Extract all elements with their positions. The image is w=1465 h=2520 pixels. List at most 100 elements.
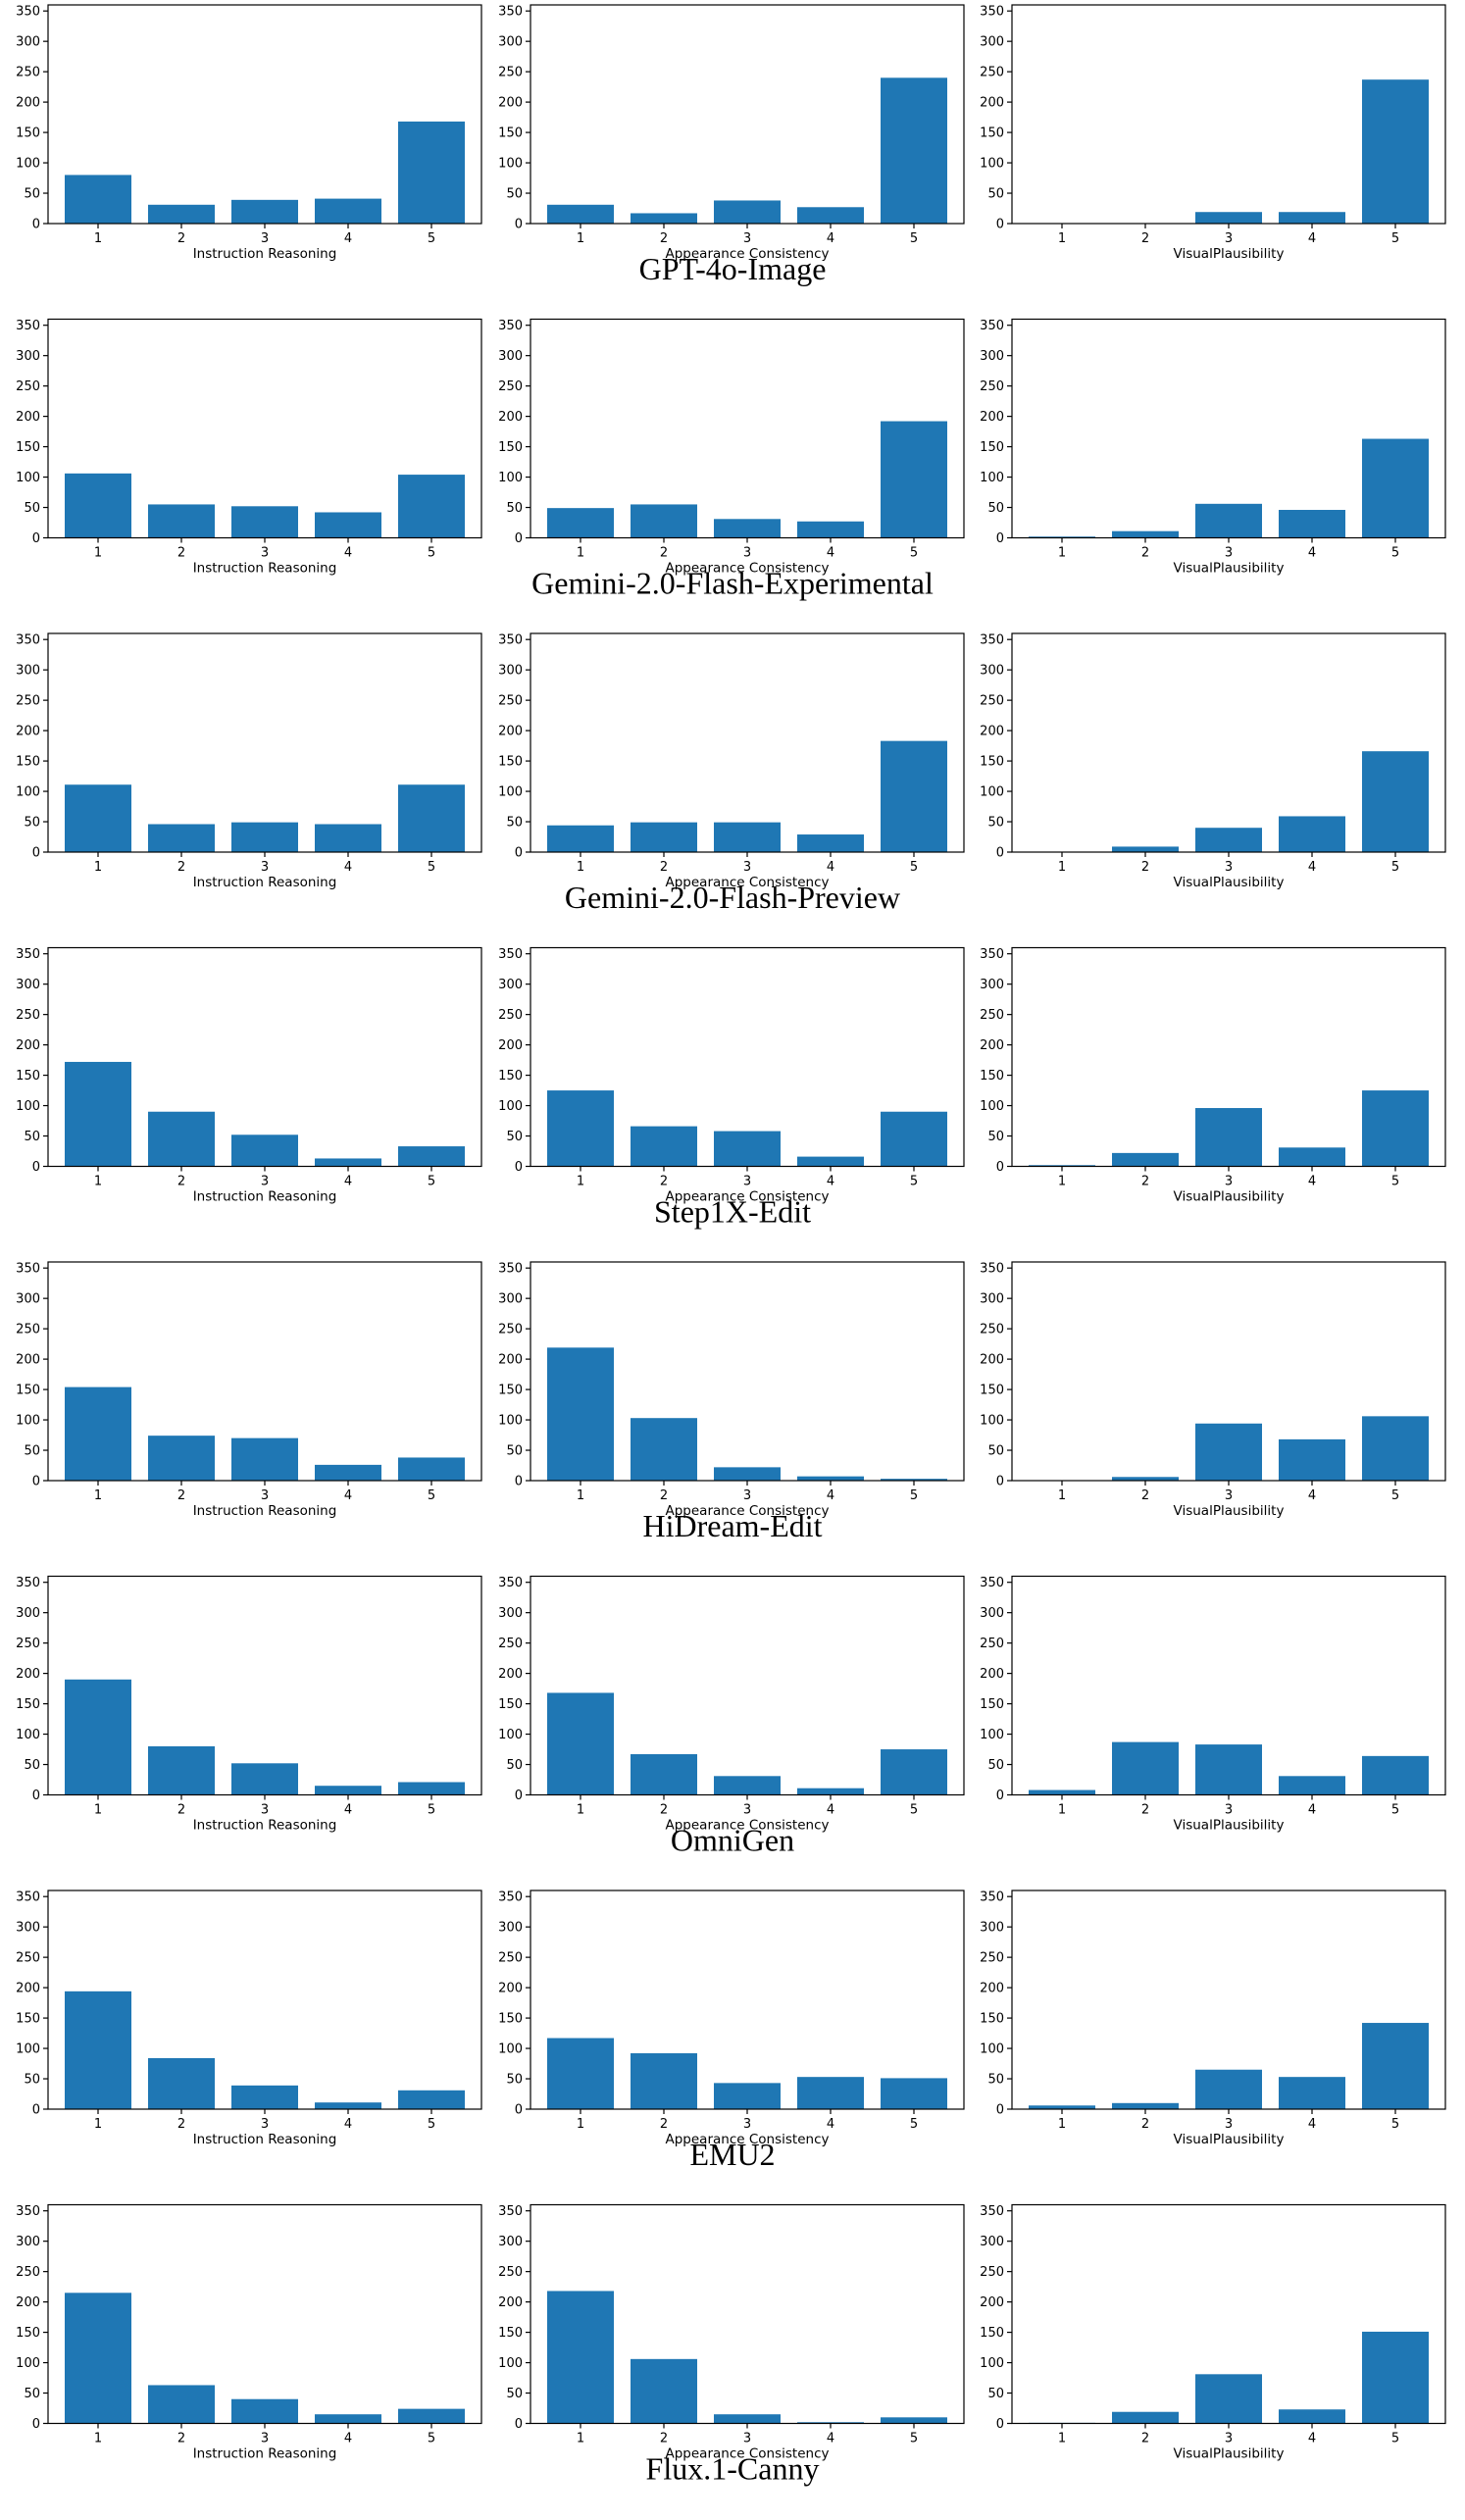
- y-tick-label: 100: [498, 1099, 523, 1114]
- y-tick-label: 100: [16, 2042, 40, 2057]
- y-tick-label: 150: [498, 1069, 523, 1084]
- y-tick-label: 50: [506, 1444, 523, 1459]
- bar-5: [398, 121, 465, 224]
- x-axis-label: Appearance Consistency: [666, 1189, 830, 1205]
- y-tick-label: 100: [980, 2042, 1004, 2057]
- bar-2: [631, 1418, 697, 1481]
- x-tick-label: 1: [94, 2432, 102, 2446]
- y-tick-label: 200: [16, 1353, 40, 1368]
- y-tick-label: 150: [980, 126, 1004, 141]
- bar-1: [547, 508, 614, 538]
- y-tick-label: 200: [16, 725, 40, 739]
- bar-2: [631, 213, 697, 224]
- x-tick-label: 3: [261, 2117, 269, 2132]
- x-tick-label: 4: [1308, 1803, 1316, 1818]
- panel-7-2: 0 50 100 150 200 250 300 350 1 2 3 4 5 VisualPlausibi…: [980, 2203, 1446, 2462]
- bar-5: [1362, 2023, 1429, 2109]
- x-axis-label: Instruction Reasoning: [193, 2446, 337, 2462]
- y-tick-label: 350: [980, 947, 1004, 962]
- model-title: Gemini-2.0-Flash-Experimental: [531, 566, 934, 601]
- y-tick-label: 200: [980, 1353, 1004, 1368]
- y-tick-label: 100: [16, 1099, 40, 1114]
- bar-3: [231, 2085, 298, 2109]
- y-tick-label: 0: [996, 1789, 1004, 1803]
- y-tick-label: 350: [16, 1262, 40, 1277]
- bar-3: [714, 1776, 781, 1795]
- bar-4: [315, 1786, 381, 1795]
- y-tick-label: 300: [498, 1606, 523, 1621]
- x-tick-label: 5: [910, 1488, 918, 1503]
- y-tick-label: 250: [16, 1951, 40, 1966]
- bar-1: [65, 1061, 131, 1167]
- y-tick-label: 300: [16, 1606, 40, 1621]
- x-axis-label: Appearance Consistency: [666, 561, 830, 577]
- y-tick-label: 250: [498, 1008, 523, 1023]
- y-tick-label: 0: [996, 218, 1004, 232]
- y-tick-label: 300: [980, 1606, 1004, 1621]
- panel-1-2: 0 50 100 150 200 250 300 350 1 2 3 4 5 VisualPlausibi…: [980, 318, 1446, 577]
- bar-2: [631, 1754, 697, 1795]
- bar-5: [881, 77, 947, 224]
- x-tick-label: 1: [94, 1803, 102, 1818]
- x-axis-label: VisualPlausibility: [1174, 246, 1285, 262]
- x-tick-label: 5: [428, 2117, 435, 2132]
- y-tick-label: 250: [498, 1637, 523, 1651]
- y-tick-label: 300: [16, 1921, 40, 1936]
- y-tick-label: 250: [498, 2265, 523, 2280]
- bar-3: [1195, 1744, 1262, 1795]
- y-tick-label: 100: [16, 471, 40, 485]
- y-tick-label: 0: [515, 218, 523, 232]
- y-tick-label: 200: [498, 1038, 523, 1053]
- y-tick-label: 150: [980, 1069, 1004, 1084]
- bar-1: [65, 1991, 131, 2109]
- bar-4: [1279, 1776, 1345, 1795]
- bar-1: [65, 1679, 131, 1795]
- y-tick-label: 250: [498, 1951, 523, 1966]
- bar-2: [1112, 2411, 1179, 2424]
- x-axis-label: Appearance Consistency: [666, 2446, 830, 2462]
- x-tick-label: 5: [910, 231, 918, 246]
- x-tick-label: 1: [577, 1803, 584, 1818]
- bar-3: [1195, 828, 1262, 852]
- y-tick-label: 50: [506, 2073, 523, 2088]
- x-axis-label: VisualPlausibility: [1174, 1189, 1285, 1205]
- x-tick-label: 5: [1391, 1175, 1399, 1189]
- bar-3: [231, 2398, 298, 2424]
- y-tick-label: 350: [980, 1576, 1004, 1590]
- y-tick-label: 250: [16, 694, 40, 709]
- y-tick-label: 100: [498, 1414, 523, 1429]
- x-tick-label: 1: [577, 2117, 584, 2132]
- y-tick-label: 200: [16, 410, 40, 425]
- x-tick-label: 3: [261, 1488, 269, 1503]
- y-tick-label: 250: [980, 694, 1004, 709]
- x-tick-label: 3: [743, 1803, 751, 1818]
- bar-1: [65, 2293, 131, 2424]
- x-tick-label: 1: [1058, 2117, 1066, 2132]
- panel-6-0: 0 50 100 150 200 250 300 350 1 2 3 4 5 Instruction Re…: [16, 1890, 482, 2147]
- y-tick-label: 150: [980, 2012, 1004, 2027]
- panel-4-0: 0 50 100 150 200 250 300 350 1 2 3 4 5 Instruction Re…: [16, 1261, 482, 1519]
- y-tick-label: 50: [506, 816, 523, 831]
- bar-1: [547, 2038, 614, 2109]
- x-tick-label: 5: [910, 1175, 918, 1189]
- panel-5-2: 0 50 100 150 200 250 300 350 1 2 3 4 5 VisualPlausibi…: [980, 1575, 1446, 1834]
- panel-6-2: 0 50 100 150 200 250 300 350 1 2 3 4 5 VisualPlausibi…: [980, 1890, 1446, 2147]
- panel-7-0: 0 50 100 150 200 250 300 350 1 2 3 4 5 Instruction Re…: [16, 2203, 482, 2462]
- y-tick-label: 0: [515, 2103, 523, 2118]
- y-tick-label: 300: [980, 2235, 1004, 2249]
- y-tick-label: 150: [498, 2012, 523, 2027]
- y-tick-label: 350: [16, 2204, 40, 2219]
- y-tick-label: 250: [498, 1323, 523, 1337]
- bar-5: [1362, 1755, 1429, 1795]
- y-tick-label: 100: [16, 785, 40, 800]
- x-tick-label: 4: [827, 2432, 834, 2446]
- x-tick-label: 5: [910, 546, 918, 561]
- y-tick-label: 150: [980, 1384, 1004, 1398]
- x-tick-label: 3: [261, 546, 269, 561]
- bar-4: [797, 2422, 864, 2424]
- y-tick-label: 200: [980, 725, 1004, 739]
